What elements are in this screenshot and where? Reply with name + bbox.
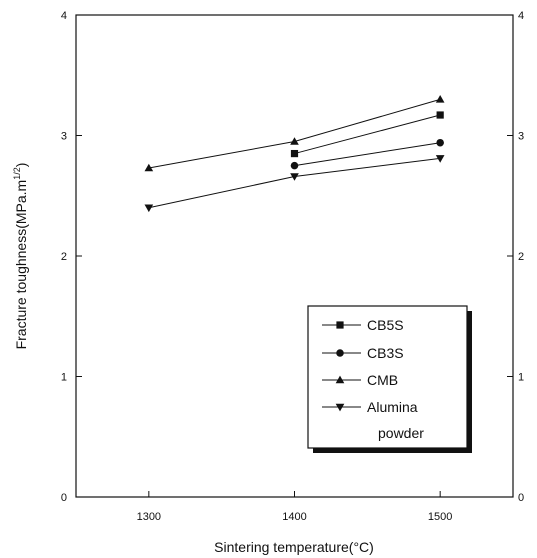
legend-label-line: CMB bbox=[367, 372, 398, 388]
legend-marker-2 bbox=[335, 375, 345, 384]
y-tick-label-left: 4 bbox=[61, 10, 67, 22]
y-tick-label-right: 2 bbox=[518, 251, 524, 263]
legend-label-3: Alumina powder bbox=[367, 399, 424, 441]
data-point-1-1 bbox=[436, 138, 444, 147]
y-tick-label-left: 2 bbox=[61, 251, 67, 263]
legend-label-line: CB5S bbox=[367, 317, 404, 333]
data-point-0-1 bbox=[436, 111, 444, 119]
y-tick-label-right: 4 bbox=[518, 10, 524, 22]
legend-box bbox=[307, 305, 468, 449]
legend: CB5S CB3S CMB Alumina powder bbox=[307, 305, 472, 453]
legend-label-line: Alumina bbox=[367, 399, 418, 415]
y-tick-label-right: 1 bbox=[518, 372, 524, 384]
y-tick-label-left: 1 bbox=[61, 372, 67, 384]
data-point-3-2 bbox=[435, 155, 445, 163]
y-axis-title-close: ) bbox=[13, 163, 29, 168]
legend-label-1: CB3S bbox=[367, 345, 404, 361]
data-point-3-1 bbox=[290, 173, 299, 181]
data-point-1-0 bbox=[290, 161, 299, 170]
y-axis-title-main: Fracture toughness(MPa.m bbox=[13, 180, 29, 350]
data-point-3-0 bbox=[144, 204, 154, 213]
x-tick-label: 1400 bbox=[282, 511, 306, 523]
legend-marker-0 bbox=[336, 321, 344, 329]
y-axis-title: Fracture toughness(MPa.m1/2) bbox=[12, 163, 29, 350]
y-tick-label-right: 3 bbox=[518, 131, 524, 143]
axis-ticks: 1300 1400 1500 0 1 2 3 4 0 1 2 3 4 bbox=[61, 10, 524, 523]
x-tick-label: 1300 bbox=[137, 511, 161, 523]
series-markers bbox=[144, 95, 445, 213]
legend-marker-3 bbox=[335, 403, 345, 412]
data-point-2-1 bbox=[290, 137, 299, 145]
y-tick-label-right: 0 bbox=[518, 492, 524, 504]
legend-label-line: powder bbox=[378, 425, 424, 441]
y-tick-label-left: 0 bbox=[61, 492, 67, 504]
series-line-2 bbox=[148, 98, 441, 169]
data-point-2-2 bbox=[435, 95, 445, 103]
legend-label-2: CMB bbox=[367, 372, 398, 388]
series-line-0 bbox=[294, 114, 441, 155]
legend-label-0: CB5S bbox=[367, 317, 404, 333]
y-axis-title-exponent: 1/2 bbox=[12, 167, 22, 180]
y-tick-label-left: 3 bbox=[61, 131, 67, 143]
legend-marker-1 bbox=[336, 349, 344, 357]
data-point-2-0 bbox=[144, 163, 154, 172]
data-point-0-0 bbox=[290, 149, 299, 158]
legend-label-line: CB3S bbox=[367, 345, 404, 361]
x-axis-title: Sintering temperature(°C) bbox=[214, 539, 374, 555]
x-tick-label: 1500 bbox=[428, 511, 452, 523]
series-line-1 bbox=[294, 142, 441, 167]
